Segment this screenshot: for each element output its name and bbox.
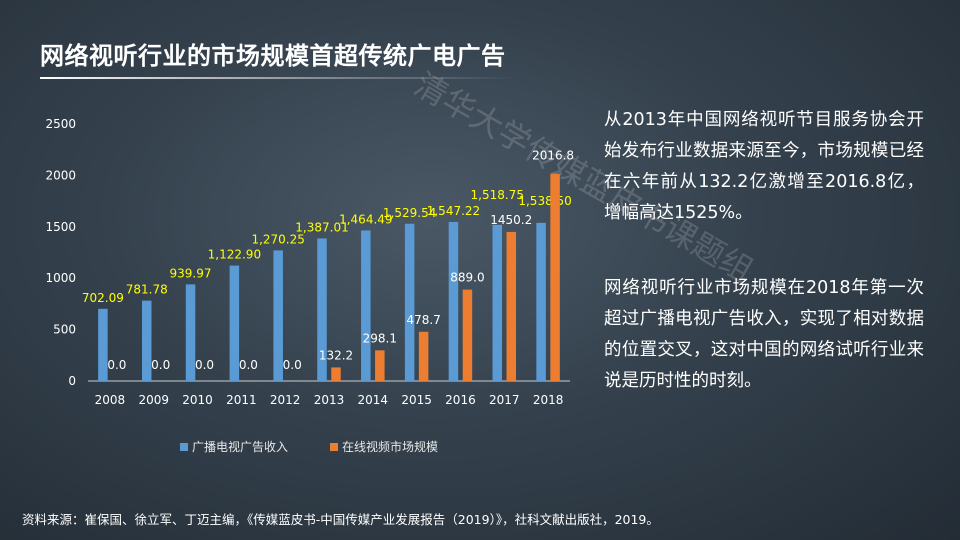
data-label-series-2: 298.1 — [363, 331, 397, 345]
x-tick-label: 2013 — [314, 393, 345, 407]
x-tick-label: 2008 — [95, 393, 126, 407]
legend-item-series-2: 在线视频市场规模 — [330, 438, 438, 455]
legend-label-series-2: 在线视频市场规模 — [342, 440, 439, 454]
data-label-series-1: 1,387.01 — [295, 220, 348, 234]
data-label-series-2: 132.2 — [319, 348, 353, 362]
bar-series-2 — [418, 331, 429, 381]
data-label-series-1: 781.78 — [126, 283, 168, 297]
data-label-series-1: 1,464.49 — [339, 212, 392, 226]
bar-series-1 — [273, 250, 283, 381]
slide-title: 网络视听行业的市场规模首超传统广电广告 — [40, 42, 506, 70]
y-tick-label: 2500 — [45, 117, 76, 131]
data-label-series-1: 1,122.90 — [208, 248, 261, 262]
data-label-series-2: 0.0 — [283, 358, 302, 372]
data-label-series-1: 1,270.25 — [251, 232, 304, 246]
legend-label-series-1: 广播电视广告收入 — [192, 440, 289, 454]
data-label-series-1: 1,518.75 — [471, 188, 524, 202]
legend-swatch-series-2 — [330, 442, 338, 451]
bar-series-1 — [448, 221, 459, 381]
bar-series-1 — [536, 222, 546, 381]
source-citation: 资料来源：崔保国、徐立军、丁迈主编，《传媒蓝皮书-中国传媒产业发展报告（2019… — [22, 512, 659, 527]
data-label-series-1: 1,529.54 — [383, 206, 436, 220]
title-underline — [40, 77, 520, 79]
data-label-series-2: 0.0 — [195, 358, 214, 372]
bar-series-1 — [141, 300, 152, 381]
bar-series-2 — [506, 231, 517, 381]
bar-series-1 — [492, 224, 503, 381]
y-tick-label: 1000 — [45, 271, 76, 285]
data-label-series-2: 889.0 — [450, 271, 484, 285]
x-tick-label: 2018 — [533, 393, 564, 407]
data-label-series-2: 1450.2 — [490, 213, 532, 227]
x-tick-label: 2011 — [226, 393, 257, 407]
y-tick-label: 2000 — [45, 168, 76, 182]
y-tick-label: 500 — [53, 323, 76, 337]
data-label-series-2: 2016.8 — [532, 149, 574, 163]
y-tick-label: 0 — [68, 374, 76, 388]
bar-series-1 — [361, 230, 371, 381]
bar-series-2 — [331, 367, 341, 381]
description-paragraph-2: 网络视听行业市场规模在2018年第一次超过广播电视广告收入，实现了相对数据的位置… — [604, 278, 924, 391]
data-label-series-2: 0.0 — [151, 358, 170, 372]
data-label-series-2: 478.7 — [406, 313, 440, 327]
bar-series-2 — [550, 173, 560, 381]
description-paragraph-1: 从2013年中国网络视听节目服务协会开始发布行业数据来源至今，市场规模已经在六年… — [604, 110, 924, 223]
bar-series-2 — [462, 289, 473, 381]
data-label-series-1: 939.97 — [170, 266, 212, 280]
data-label-series-1: 702.09 — [82, 291, 124, 305]
x-tick-label: 2012 — [270, 393, 301, 407]
x-tick-label: 2015 — [401, 393, 432, 407]
legend-item-series-1: 广播电视广告收入 — [180, 438, 288, 455]
data-label-series-2: 0.0 — [107, 358, 126, 372]
y-tick-label: 1500 — [45, 220, 76, 234]
bar-series-1 — [404, 223, 415, 381]
bar-series-1 — [229, 265, 240, 381]
bar-series-1 — [185, 284, 196, 381]
x-tick-label: 2009 — [138, 393, 169, 407]
bar-series-1 — [317, 238, 327, 381]
data-label-series-1: 1,547.22 — [427, 204, 480, 218]
data-label-series-2: 0.0 — [239, 358, 258, 372]
x-tick-label: 2016 — [445, 393, 476, 407]
x-tick-label: 2010 — [182, 393, 213, 407]
x-tick-label: 2014 — [358, 393, 389, 407]
bar-series-2 — [375, 350, 385, 381]
legend-swatch-series-1 — [180, 442, 188, 451]
data-label-series-1: 1,538.50 — [518, 194, 571, 208]
bar-series-1 — [98, 308, 108, 381]
x-tick-label: 2017 — [489, 393, 520, 407]
